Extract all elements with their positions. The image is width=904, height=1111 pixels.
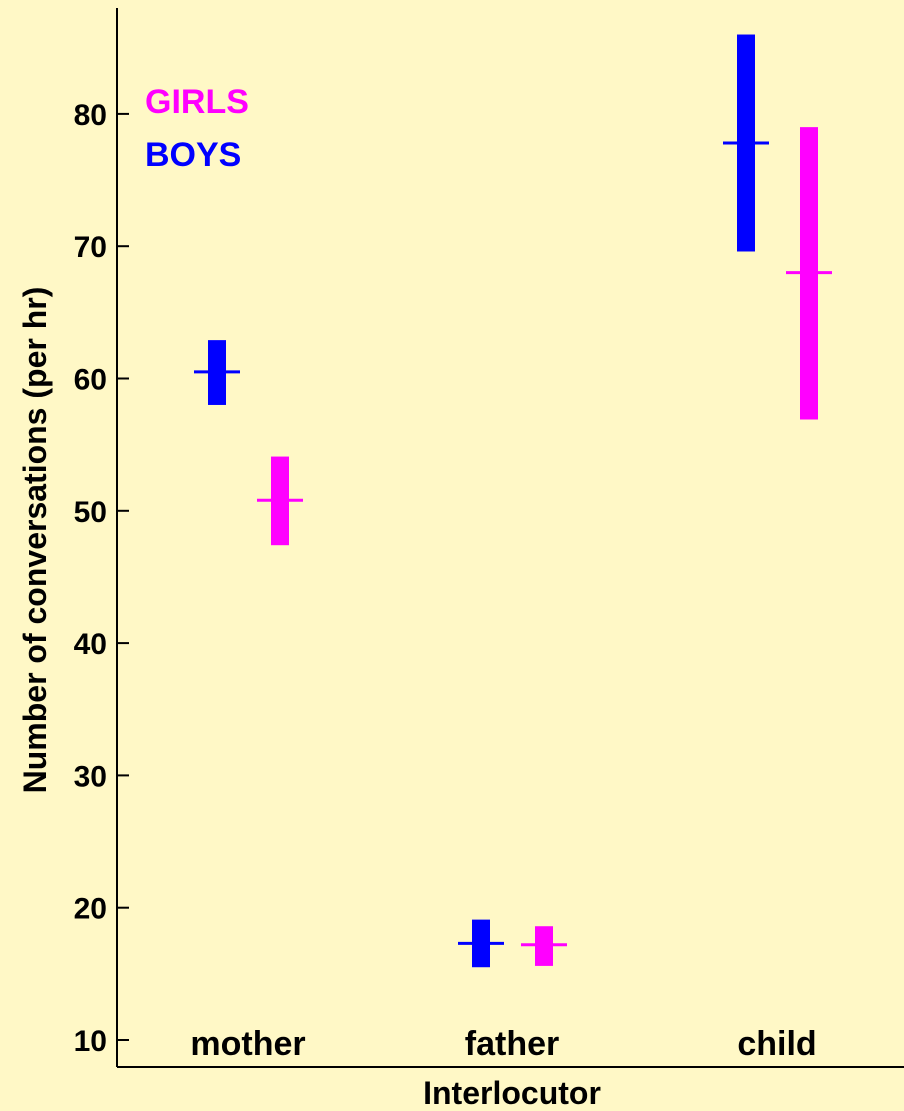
x-category-labels: mother father child (190, 1025, 816, 1063)
y-tick-label: 80 (74, 99, 107, 132)
y-tick-label: 30 (74, 760, 107, 793)
category-label-child: child (737, 1025, 816, 1063)
category-label-father: father (465, 1025, 559, 1063)
error-bar-boys-child (723, 34, 769, 252)
legend-entry-girls: GIRLS (145, 83, 249, 121)
error-bar-boys-mother (194, 340, 240, 405)
legend-entry-boys: BOYS (145, 136, 241, 174)
y-tick-label: 20 (74, 893, 107, 926)
x-axis-title: Interlocutor (423, 1075, 601, 1111)
error-bar-boys-father (458, 919, 504, 968)
error-bars (194, 34, 832, 968)
category-label-mother: mother (190, 1025, 305, 1063)
y-tick-label: 10 (74, 1025, 107, 1058)
y-tick-label: 60 (74, 364, 107, 397)
y-axis-title: Number of conversations (per hr) (17, 287, 53, 794)
error-bar-girls-child (786, 127, 832, 420)
y-ticks: 10 20 30 40 50 60 70 80 (74, 99, 129, 1058)
y-tick-label: 70 (74, 231, 107, 264)
y-tick-label: 40 (74, 628, 107, 661)
error-bar-girls-mother (257, 456, 303, 546)
legend: GIRLS BOYS (145, 83, 249, 174)
error-bar-girls-father (521, 926, 567, 966)
y-tick-label: 50 (74, 496, 107, 529)
axes (116, 8, 904, 1068)
